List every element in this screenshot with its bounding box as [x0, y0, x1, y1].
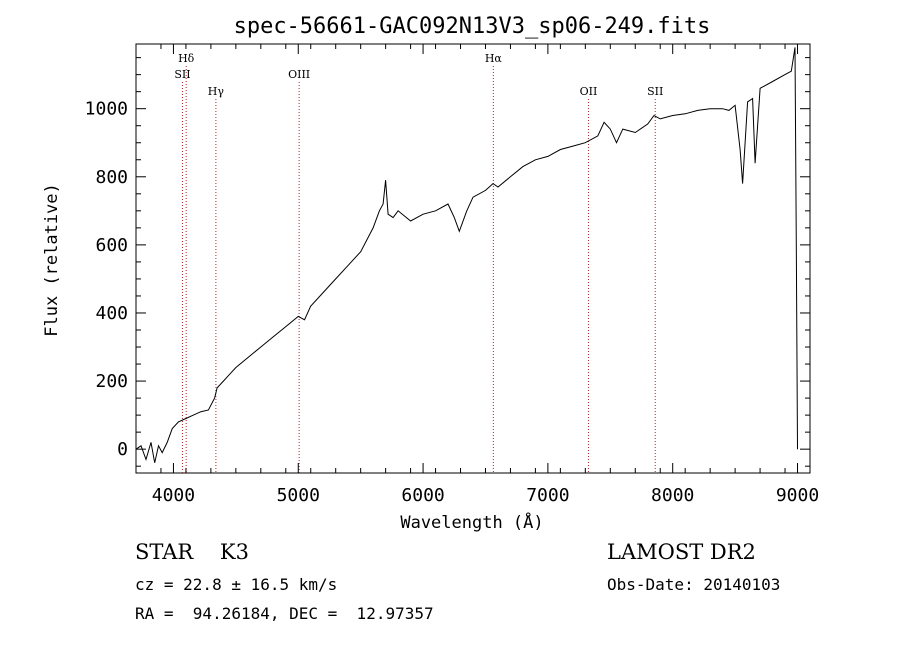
x-tick-label: 8000 — [651, 485, 694, 506]
y-tick-label: 400 — [95, 303, 128, 324]
survey-label: LAMOST DR2 — [607, 540, 756, 564]
spectral-line-label: OII — [580, 85, 598, 98]
y-tick-label: 200 — [95, 371, 128, 392]
y-tick-label: 600 — [95, 235, 128, 256]
spectral-line-label: Hγ — [208, 85, 225, 98]
spectral-line-label: Hα — [485, 52, 503, 65]
y-tick-label: 800 — [95, 167, 128, 188]
spectral-line-markers: Hδ SII Hγ OIII Hα OII SII — [174, 52, 663, 473]
spectral-line-label: SII — [174, 68, 190, 81]
chart-title: spec-56661-GAC092N13V3_sp06-249.fits — [234, 14, 711, 39]
redshift-label: cz = 22.8 ± 16.5 km/s — [135, 575, 338, 594]
axis-ticks: 4000 5000 6000 7000 8000 9000 0 200 400 600 800 100… — [85, 44, 819, 506]
x-tick-label: 7000 — [526, 485, 569, 506]
spectral-line-label: OIII — [288, 68, 310, 81]
y-axis-label: Flux (relative) — [42, 183, 62, 337]
spectral-line-label: SII — [647, 85, 663, 98]
x-tick-label: 9000 — [776, 485, 819, 506]
x-axis-label: Wavelength (Å) — [400, 511, 543, 533]
y-tick-label: 0 — [117, 439, 128, 460]
coordinates-label: RA = 94.26184, DEC = 12.97357 — [135, 604, 434, 623]
class-label: STAR K3 — [135, 540, 249, 564]
plot-frame — [135, 43, 811, 474]
spectrum-line — [135, 47, 798, 463]
spectral-line-label: Hδ — [178, 52, 195, 65]
x-tick-label: 5000 — [277, 485, 320, 506]
obs-date-label: Obs-Date: 20140103 — [607, 575, 781, 594]
x-tick-label: 6000 — [401, 485, 444, 506]
x-tick-label: 4000 — [152, 485, 195, 506]
y-tick-label: 1000 — [85, 99, 128, 120]
